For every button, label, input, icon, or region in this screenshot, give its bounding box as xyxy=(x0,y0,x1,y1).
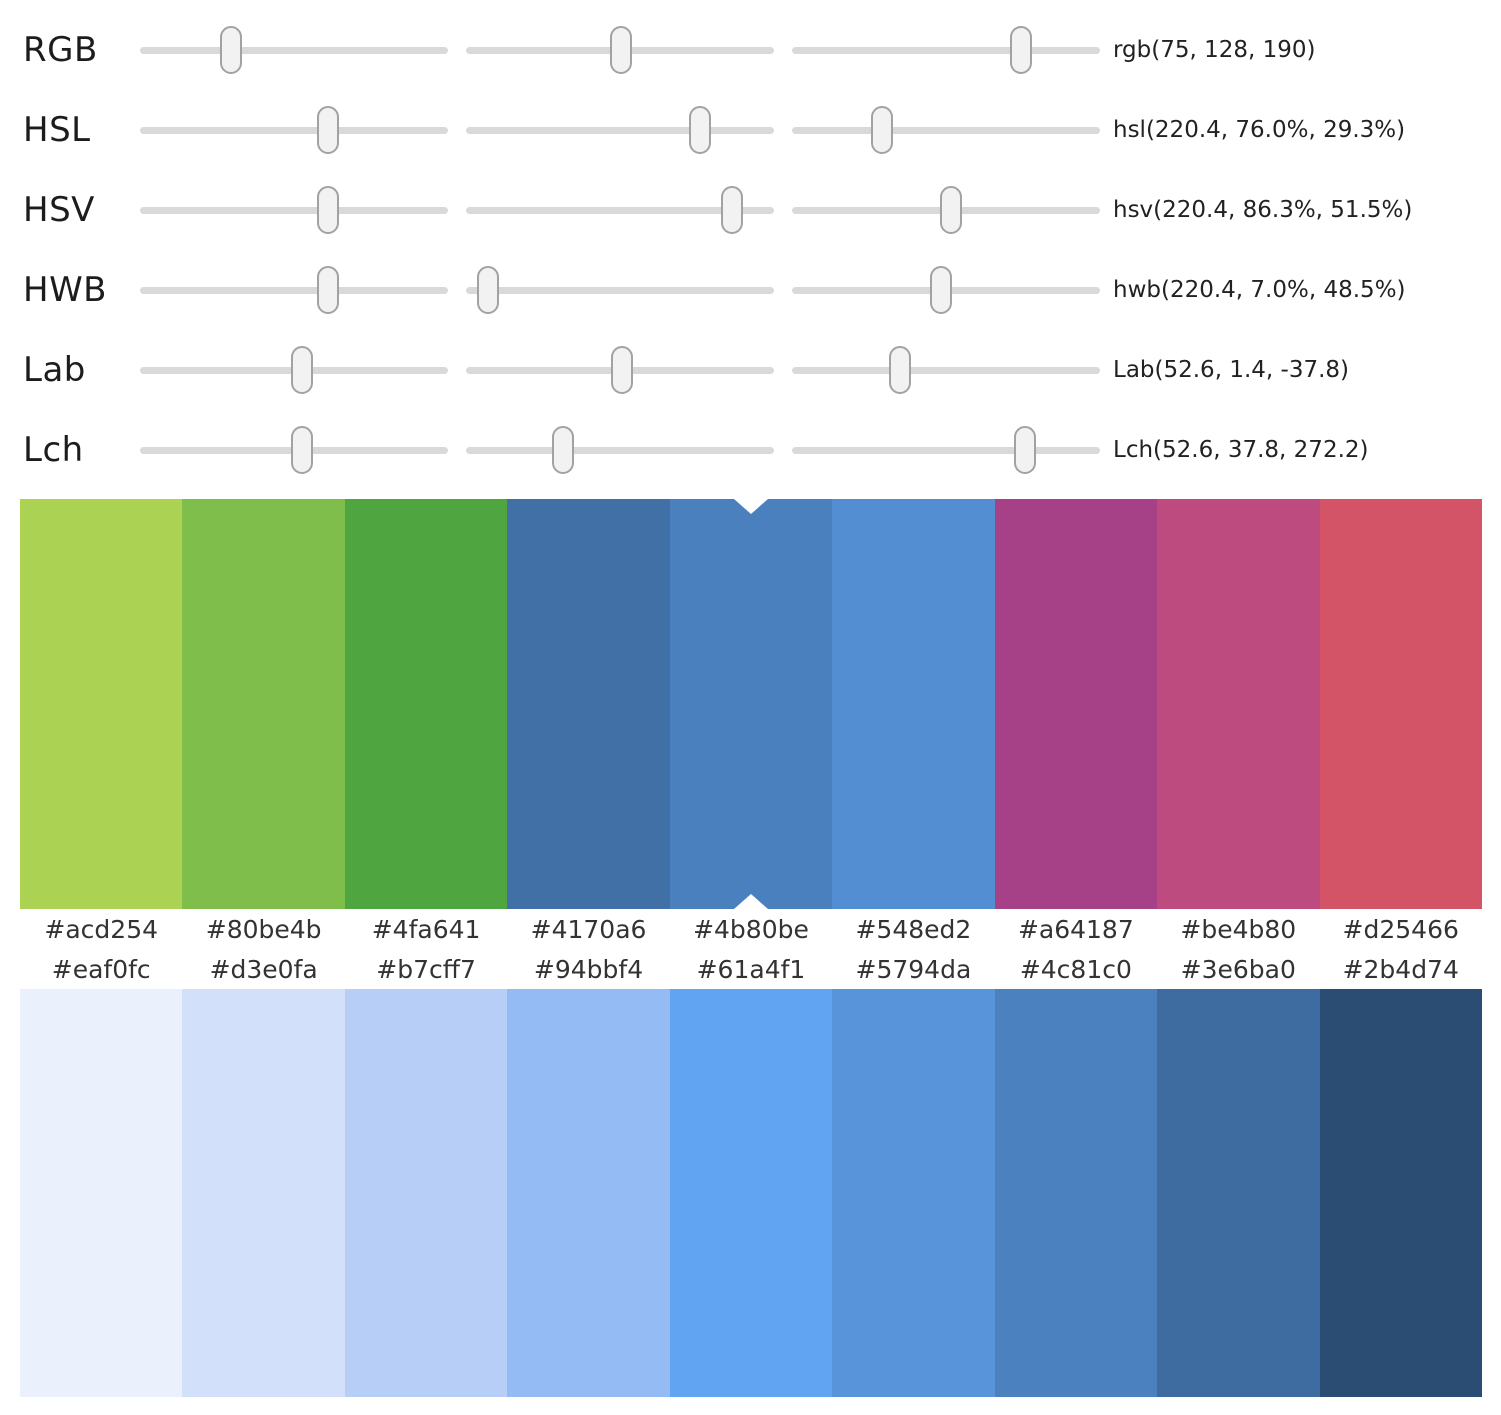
slider-track[interactable] xyxy=(140,266,448,314)
slider-track[interactable] xyxy=(466,106,774,154)
swatch-hex-label: #2b4d74 xyxy=(1342,954,1459,984)
slider-track[interactable] xyxy=(466,266,774,314)
slider-track[interactable] xyxy=(792,106,1100,154)
slider-track[interactable] xyxy=(140,106,448,154)
palette-swatch[interactable] xyxy=(669,499,833,909)
hex-labels-top: #acd254 #80be4b #4fa641 #4170a6 #4b80be #548e… xyxy=(20,909,1482,949)
slider-value: rgb(75, 128, 190) xyxy=(1113,37,1316,63)
slider-track[interactable] xyxy=(140,346,448,394)
slider-track[interactable] xyxy=(466,186,774,234)
sliders-panel: RGB rgb(75, 128, 190) HSL hsl(220.4, 76.0%,… xyxy=(0,0,1501,499)
slider-row-lab: Lab Lab(52.6, 1.4, -37.8) xyxy=(0,335,1501,405)
palette-top xyxy=(20,499,1482,909)
swatch-hex-label: #d3e0fa xyxy=(209,954,318,984)
slider-thumb[interactable] xyxy=(930,266,953,314)
palette-swatch[interactable] xyxy=(832,989,995,1397)
slider-track[interactable] xyxy=(792,26,1100,74)
swatch-hex-label: #d25466 xyxy=(1342,914,1459,944)
swatch-hex-label: #4170a6 xyxy=(530,914,647,944)
swatch-hex-label: #80be4b xyxy=(205,914,322,944)
slider-thumb[interactable] xyxy=(689,106,712,154)
slider-thumb[interactable] xyxy=(720,186,743,234)
slider-value: hwb(220.4, 7.0%, 48.5%) xyxy=(1113,277,1406,303)
hex-labels-bottom: #eaf0fc #d3e0fa #b7cff7 #94bbf4 #61a4f1 #5794… xyxy=(20,949,1482,989)
slider-thumb[interactable] xyxy=(317,266,340,314)
slider-track[interactable] xyxy=(140,426,448,474)
slider-value: Lab(52.6, 1.4, -37.8) xyxy=(1113,357,1349,383)
slider-thumb[interactable] xyxy=(1010,26,1033,74)
slider-track[interactable] xyxy=(792,266,1100,314)
slider-row-rgb: RGB rgb(75, 128, 190) xyxy=(0,15,1501,85)
slider-thumb[interactable] xyxy=(552,426,575,474)
slider-thumb[interactable] xyxy=(609,26,632,74)
slider-thumb[interactable] xyxy=(317,186,340,234)
slider-thumb[interactable] xyxy=(939,186,962,234)
slider-row-label: HSL xyxy=(23,110,91,150)
slider-row-hwb: HWB hwb(220.4, 7.0%, 48.5%) xyxy=(0,255,1501,325)
palette-swatch[interactable] xyxy=(994,989,1158,1397)
slider-thumb[interactable] xyxy=(871,106,894,154)
slider-row-label: RGB xyxy=(23,30,98,70)
palette-swatch[interactable] xyxy=(1319,989,1482,1397)
slider-row-hsl: HSL hsl(220.4, 76.0%, 29.3%) xyxy=(0,95,1501,165)
slider-row-hsv: HSV hsv(220.4, 86.3%, 51.5%) xyxy=(0,175,1501,245)
palette-swatch[interactable] xyxy=(1157,499,1320,909)
slider-thumb[interactable] xyxy=(219,26,242,74)
slider-row-label: Lch xyxy=(23,430,84,470)
palette-swatch[interactable] xyxy=(994,499,1158,909)
swatch-hex-label: #4fa641 xyxy=(371,914,481,944)
slider-thumb[interactable] xyxy=(291,346,313,394)
slider-row-label: HWB xyxy=(23,270,108,310)
slider-value: hsv(220.4, 86.3%, 51.5%) xyxy=(1113,197,1413,223)
slider-track[interactable] xyxy=(140,26,448,74)
swatch-hex-label: #3e6ba0 xyxy=(1180,954,1296,984)
slider-thumb[interactable] xyxy=(1013,426,1036,474)
swatch-hex-label: #5794da xyxy=(855,954,972,984)
palette-swatch[interactable] xyxy=(832,499,995,909)
palette-swatch[interactable] xyxy=(507,499,670,909)
slider-track[interactable] xyxy=(792,426,1100,474)
palette-swatch[interactable] xyxy=(669,989,833,1397)
slider-track[interactable] xyxy=(466,346,774,394)
palette-swatch[interactable] xyxy=(1157,989,1320,1397)
palette-swatch[interactable] xyxy=(1319,499,1482,909)
palette-swatch[interactable] xyxy=(182,989,345,1397)
swatch-hex-label: #acd254 xyxy=(44,914,159,944)
swatch-hex-label: #548ed2 xyxy=(855,914,972,944)
slider-track[interactable] xyxy=(140,186,448,234)
swatch-hex-label: #a64187 xyxy=(1017,914,1134,944)
swatch-hex-label: #be4b80 xyxy=(1180,914,1297,944)
swatch-hex-label: #61a4f1 xyxy=(696,954,806,984)
slider-track[interactable] xyxy=(792,346,1100,394)
selection-notch-bottom xyxy=(733,894,768,909)
slider-row-lch: Lch Lch(52.6, 37.8, 272.2) xyxy=(0,415,1501,485)
slider-track[interactable] xyxy=(466,426,774,474)
slider-thumb[interactable] xyxy=(889,346,912,394)
slider-thumb[interactable] xyxy=(610,346,633,394)
slider-thumb[interactable] xyxy=(476,266,499,314)
slider-value: Lch(52.6, 37.8, 272.2) xyxy=(1113,437,1369,463)
palette-swatch[interactable] xyxy=(20,989,183,1397)
swatch-hex-label: #b7cff7 xyxy=(376,954,476,984)
slider-thumb[interactable] xyxy=(291,426,313,474)
slider-row-label: Lab xyxy=(23,350,86,390)
slider-track[interactable] xyxy=(792,186,1100,234)
slider-value: hsl(220.4, 76.0%, 29.3%) xyxy=(1113,117,1406,143)
swatch-hex-label: #4c81c0 xyxy=(1019,954,1132,984)
swatch-hex-label: #94bbf4 xyxy=(533,954,644,984)
palette-swatch[interactable] xyxy=(344,499,508,909)
palette-swatch[interactable] xyxy=(20,499,183,909)
swatch-hex-label: #4b80be xyxy=(693,914,809,944)
palette-swatch[interactable] xyxy=(507,989,670,1397)
palette-swatch[interactable] xyxy=(182,499,345,909)
palette-bottom xyxy=(20,989,1482,1397)
swatch-hex-label: #eaf0fc xyxy=(51,954,151,984)
slider-track[interactable] xyxy=(466,26,774,74)
selection-notch-top xyxy=(733,499,768,514)
slider-thumb[interactable] xyxy=(317,106,340,154)
palette-swatch[interactable] xyxy=(344,989,508,1397)
slider-row-label: HSV xyxy=(23,190,95,230)
